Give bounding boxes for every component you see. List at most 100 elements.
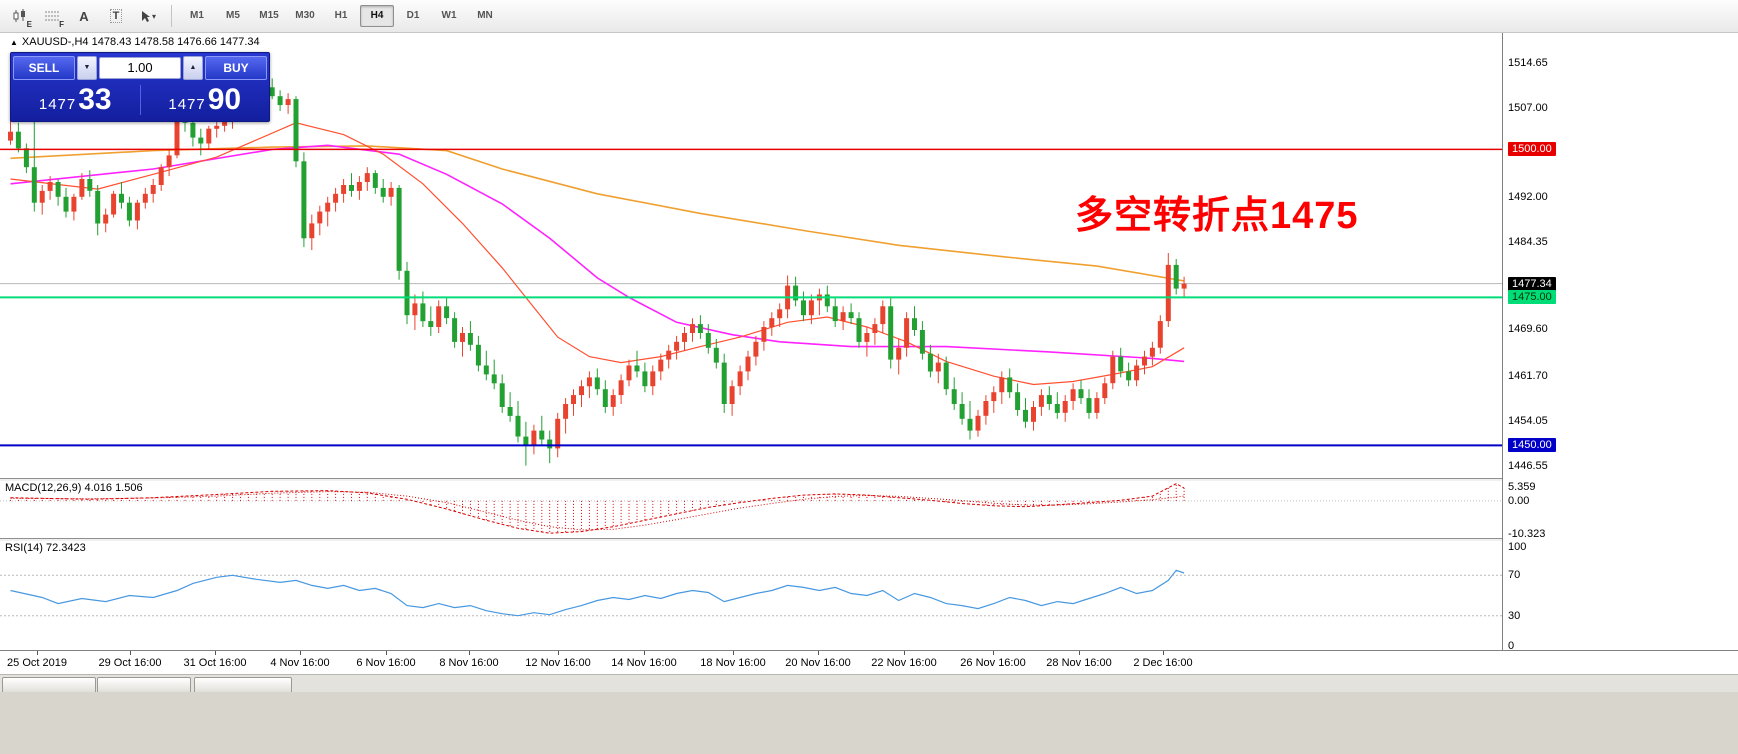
timeframe-m1[interactable]: M1 xyxy=(190,10,204,21)
macd-values: 4.016 1.506 xyxy=(84,482,143,494)
volume-decrease-icon: ▼ xyxy=(83,64,91,71)
open-value: 1478.43 xyxy=(91,36,132,48)
rsi-axis-label: 0 xyxy=(1508,640,1515,652)
time-axis-label: 20 Nov 16:00 xyxy=(785,657,851,669)
time-axis-tick xyxy=(733,651,734,655)
crosshair-cursor-icon[interactable]: ▾ xyxy=(134,3,162,29)
price-axis-label: 1492.00 xyxy=(1508,191,1548,203)
chart-annotation-text: 多空转折点1475 xyxy=(1075,195,1359,237)
time-axis-label: 6 Nov 16:00 xyxy=(356,657,416,669)
toolbar-separator xyxy=(171,5,172,27)
buy-price-base: 1477 xyxy=(168,96,206,113)
sell-price-pips: 33 xyxy=(78,83,112,116)
time-axis-label: 14 Nov 16:00 xyxy=(611,657,677,669)
rsi-axis-label: 30 xyxy=(1508,610,1521,622)
chart-title: ▲ XAUUSD-,H4 1478.43 1478.58 1476.66 1477.34 xyxy=(10,36,263,48)
timeframe-m15[interactable]: M15 xyxy=(259,10,279,21)
one-click-trading-panel: SELL ▼ 1.00 ▲ BUY 147733 147790 xyxy=(10,52,270,122)
rsi-panel-plot[interactable] xyxy=(0,540,1502,650)
toolbar: E F A T ▾ M1 M5 M15 M30 H1 H4 D1 W1 MN xyxy=(0,0,1738,33)
timeframe-w1[interactable]: W1 xyxy=(441,10,457,21)
time-axis-label: 18 Nov 16:00 xyxy=(700,657,766,669)
chart-tab-strip xyxy=(0,674,1738,694)
volume-increase-icon: ▲ xyxy=(189,64,197,71)
macd-name: MACD(12,26,9) xyxy=(5,482,82,494)
chart-tab[interactable] xyxy=(2,677,96,694)
toolbar-tools: E F A T ▾ xyxy=(4,3,164,29)
symbol-period-label: XAUUSD-,H4 xyxy=(21,36,89,48)
time-axis-label: 22 Nov 16:00 xyxy=(871,657,937,669)
time-axis-tick xyxy=(993,651,994,655)
price-axis-label: 1446.55 xyxy=(1508,460,1548,472)
panel-splitter[interactable] xyxy=(0,478,1738,481)
price-axis[interactable]: 1514.65 1507.00 1500.00 1492.00 1484.35 1477.… xyxy=(1502,32,1738,652)
chart-tab[interactable] xyxy=(97,677,191,694)
sell-price[interactable]: 147733 xyxy=(11,85,140,115)
timeframe-d1[interactable]: D1 xyxy=(406,10,420,21)
time-axis-label: 28 Nov 16:00 xyxy=(1046,657,1112,669)
time-axis-tick xyxy=(558,651,559,655)
time-axis-label: 8 Nov 16:00 xyxy=(439,657,499,669)
text-label-icon[interactable]: T xyxy=(102,3,130,29)
time-axis-tick xyxy=(1079,651,1080,655)
price-axis-label: 1469.60 xyxy=(1508,323,1548,335)
main-chart-plot[interactable] xyxy=(0,34,1502,478)
price-axis-badge: 1450.00 xyxy=(1508,438,1556,452)
bottom-filler xyxy=(0,692,1738,754)
rsi-indicator-label: RSI(14) 72.3423 xyxy=(5,542,86,554)
price-axis-label: 1514.65 xyxy=(1508,57,1548,69)
time-axis-label: 4 Nov 16:00 xyxy=(270,657,330,669)
candlestick-chart-icon[interactable]: E xyxy=(6,3,34,29)
timeframe-mn[interactable]: MN xyxy=(477,10,493,21)
price-axis-label: 1454.05 xyxy=(1508,415,1548,427)
time-axis-tick xyxy=(644,651,645,655)
time-axis-tick xyxy=(37,651,38,655)
sell-price-base: 1477 xyxy=(38,96,77,113)
macd-indicator-label: MACD(12,26,9) 4.016 1.506 xyxy=(5,482,143,494)
rsi-name: RSI(14) xyxy=(5,542,43,554)
time-axis-label: 26 Nov 16:00 xyxy=(960,657,1026,669)
cursor-dropdown-icon: ▾ xyxy=(151,11,156,21)
price-axis-badge: 1500.00 xyxy=(1508,142,1556,156)
time-axis-label: 25 Oct 2019 xyxy=(7,657,67,669)
time-axis[interactable]: 25 Oct 2019 29 Oct 16:00 31 Oct 16:00 4 Nov… xyxy=(0,650,1738,675)
macd-axis-label: 5.359 xyxy=(1508,481,1536,493)
time-axis-label: 29 Oct 16:00 xyxy=(98,657,162,669)
timeframe-h1[interactable]: H1 xyxy=(334,10,348,21)
time-axis-label: 12 Nov 16:00 xyxy=(525,657,591,669)
chart-window: ▲ XAUUSD-,H4 1478.43 1478.58 1476.66 1477.34… xyxy=(0,32,1738,675)
close-value: 1477.34 xyxy=(219,36,260,48)
timeframe-m5[interactable]: M5 xyxy=(226,10,240,21)
price-axis-badge: 1477.34 xyxy=(1508,277,1556,291)
grid-levels-icon[interactable]: F xyxy=(38,3,66,29)
volume-input[interactable]: 1.00 xyxy=(99,57,181,79)
time-axis-tick xyxy=(386,651,387,655)
price-divider xyxy=(139,85,141,115)
chart-ohlc: 1478.43 1478.58 1476.66 1477.34 xyxy=(92,36,263,48)
timeframe-h4[interactable]: H4 xyxy=(360,5,394,27)
window-marker-icon[interactable]: ▲ xyxy=(10,38,18,47)
time-axis-tick xyxy=(300,651,301,655)
time-axis-tick xyxy=(215,651,216,655)
buy-price-pips: 90 xyxy=(207,83,242,116)
chart-tab[interactable] xyxy=(194,677,292,694)
volume-decrease-button[interactable]: ▼ xyxy=(77,56,97,80)
timeframe-buttons: M1 M5 M15 M30 H1 H4 D1 W1 MN xyxy=(179,5,503,27)
rsi-axis-label: 100 xyxy=(1508,541,1527,553)
price-axis-label: 1484.35 xyxy=(1508,236,1548,248)
time-axis-tick xyxy=(1163,651,1164,655)
macd-axis-label: -10.323 xyxy=(1508,528,1546,540)
rsi-axis-label: 70 xyxy=(1508,569,1521,581)
text-annotation-icon[interactable]: A xyxy=(79,8,89,24)
buy-price[interactable]: 147790 xyxy=(141,85,270,115)
buy-button[interactable]: BUY xyxy=(205,56,267,80)
panel-splitter[interactable] xyxy=(0,538,1738,541)
time-axis-tick xyxy=(469,651,470,655)
macd-panel-plot[interactable] xyxy=(0,480,1502,538)
high-value: 1478.58 xyxy=(134,36,175,48)
sell-button[interactable]: SELL xyxy=(13,56,75,80)
time-axis-tick xyxy=(904,651,905,655)
timeframe-m30[interactable]: M30 xyxy=(295,10,315,21)
price-axis-label: 1461.70 xyxy=(1508,370,1548,382)
volume-increase-button[interactable]: ▲ xyxy=(183,56,203,80)
